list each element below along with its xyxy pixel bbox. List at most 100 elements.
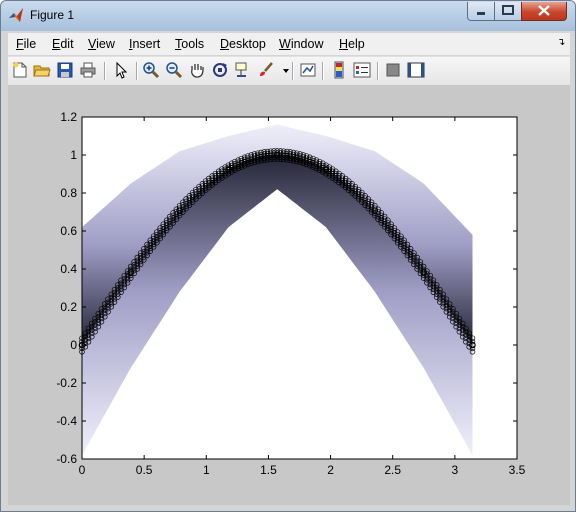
data-marker <box>196 183 202 190</box>
data-marker <box>459 327 466 333</box>
data-marker <box>388 229 394 235</box>
data-marker <box>459 320 466 327</box>
data-marker <box>98 309 105 315</box>
data-marker <box>154 239 160 246</box>
band-upper-area <box>82 124 473 345</box>
data-marker <box>310 155 316 162</box>
data-marker <box>307 162 313 169</box>
zoom-out-icon[interactable] <box>165 61 183 79</box>
data-marker <box>417 264 424 271</box>
show-plot-tools-icon[interactable] <box>407 61 425 79</box>
close-icon <box>538 5 550 16</box>
data-marker <box>407 248 414 255</box>
data-marker <box>342 177 349 184</box>
title-bar[interactable]: Figure 1 <box>1 1 575 31</box>
edit-plot-arrow-icon[interactable] <box>112 61 130 79</box>
menu-edit[interactable]: Edit <box>52 37 74 51</box>
data-marker <box>199 183 206 189</box>
menu-insert[interactable]: Insert <box>129 37 161 51</box>
axes-box <box>81 116 518 460</box>
data-marker <box>398 238 404 245</box>
data-marker <box>294 150 300 156</box>
data-marker <box>372 205 378 211</box>
new-figure-icon[interactable] <box>11 61 29 79</box>
x-tick-label: 2.5 <box>384 463 401 477</box>
data-marker <box>160 229 167 235</box>
data-marker <box>417 262 424 268</box>
data-marker <box>144 249 150 256</box>
hide-plot-tools-icon[interactable] <box>384 61 402 79</box>
data-marker <box>316 158 323 165</box>
figure-canvas[interactable]: 0 0.5 1 1.5 2 2.5 3 3.5 -0.6 -0.4 -0.2 0 0.2 0.4 0.6 0.… <box>8 85 570 505</box>
data-marker <box>294 152 300 159</box>
data-marker <box>394 234 401 241</box>
print-icon[interactable] <box>79 61 97 79</box>
data-marker <box>137 261 144 268</box>
data-marker <box>251 159 258 166</box>
insert-legend-icon[interactable] <box>353 61 371 79</box>
data-cursor-icon[interactable] <box>234 61 252 79</box>
data-marker <box>297 159 303 166</box>
data-marker <box>248 158 254 164</box>
data-marker <box>102 313 108 320</box>
data-marker <box>349 181 355 187</box>
data-marker <box>443 302 450 309</box>
data-marker <box>150 244 157 250</box>
data-marker <box>411 258 417 265</box>
data-marker <box>349 183 355 189</box>
data-marker <box>128 263 134 270</box>
plot-axes[interactable]: 0 0.5 1 1.5 2 2.5 3 3.5 -0.6 -0.4 -0.2 0 0.2 0.4 0.6 0.… <box>8 85 570 505</box>
data-marker <box>401 245 407 252</box>
data-marker <box>160 221 167 227</box>
menu-file[interactable]: File <box>16 37 37 51</box>
data-marker <box>186 195 193 201</box>
menu-desktop[interactable]: Desktop <box>220 37 266 51</box>
brush-dropdown-icon[interactable] <box>277 61 289 79</box>
data-marker <box>303 155 310 161</box>
data-marker <box>241 162 248 169</box>
menu-help[interactable]: Help <box>339 37 365 51</box>
data-marker <box>238 164 245 170</box>
insert-colorbar-icon[interactable] <box>330 61 348 79</box>
data-marker <box>394 231 401 238</box>
data-marker <box>450 312 456 319</box>
data-marker <box>469 338 476 345</box>
data-marker <box>180 199 186 206</box>
data-marker <box>424 274 430 280</box>
data-marker <box>238 162 245 168</box>
minimize-button[interactable] <box>467 2 495 21</box>
data-marker <box>254 156 261 163</box>
data-marker <box>108 294 115 301</box>
brush-icon[interactable] <box>257 61 275 79</box>
data-marker <box>131 270 137 277</box>
menu-dock-arrow-icon[interactable]: ↴ <box>557 37 566 48</box>
x-tick-label: 3 <box>452 463 459 477</box>
menu-view[interactable]: View <box>88 37 115 51</box>
open-file-icon[interactable] <box>33 61 51 79</box>
maximize-button[interactable] <box>494 2 522 21</box>
data-marker <box>124 268 131 274</box>
close-button[interactable] <box>521 2 567 21</box>
pan-hand-icon[interactable] <box>188 61 206 79</box>
series-point <box>176 207 183 214</box>
data-marker <box>430 283 437 290</box>
rotate-3d-icon[interactable] <box>211 61 229 79</box>
data-marker <box>453 310 459 317</box>
x-tick-label: 2 <box>327 463 334 477</box>
series-point <box>322 166 330 173</box>
data-marker <box>258 151 264 158</box>
data-marker <box>98 318 105 325</box>
data-marker <box>440 291 446 298</box>
menu-window[interactable]: Window <box>279 37 324 51</box>
save-icon[interactable] <box>56 61 74 79</box>
data-marker <box>362 193 368 199</box>
zoom-in-icon[interactable] <box>142 61 160 79</box>
data-marker <box>147 240 154 246</box>
data-marker <box>131 262 137 268</box>
menu-tools[interactable]: Tools <box>175 37 205 51</box>
data-marker <box>264 148 271 155</box>
data-marker <box>290 158 297 164</box>
link-plot-icon[interactable] <box>299 61 317 79</box>
data-marker <box>251 155 258 161</box>
data-marker <box>189 189 196 196</box>
